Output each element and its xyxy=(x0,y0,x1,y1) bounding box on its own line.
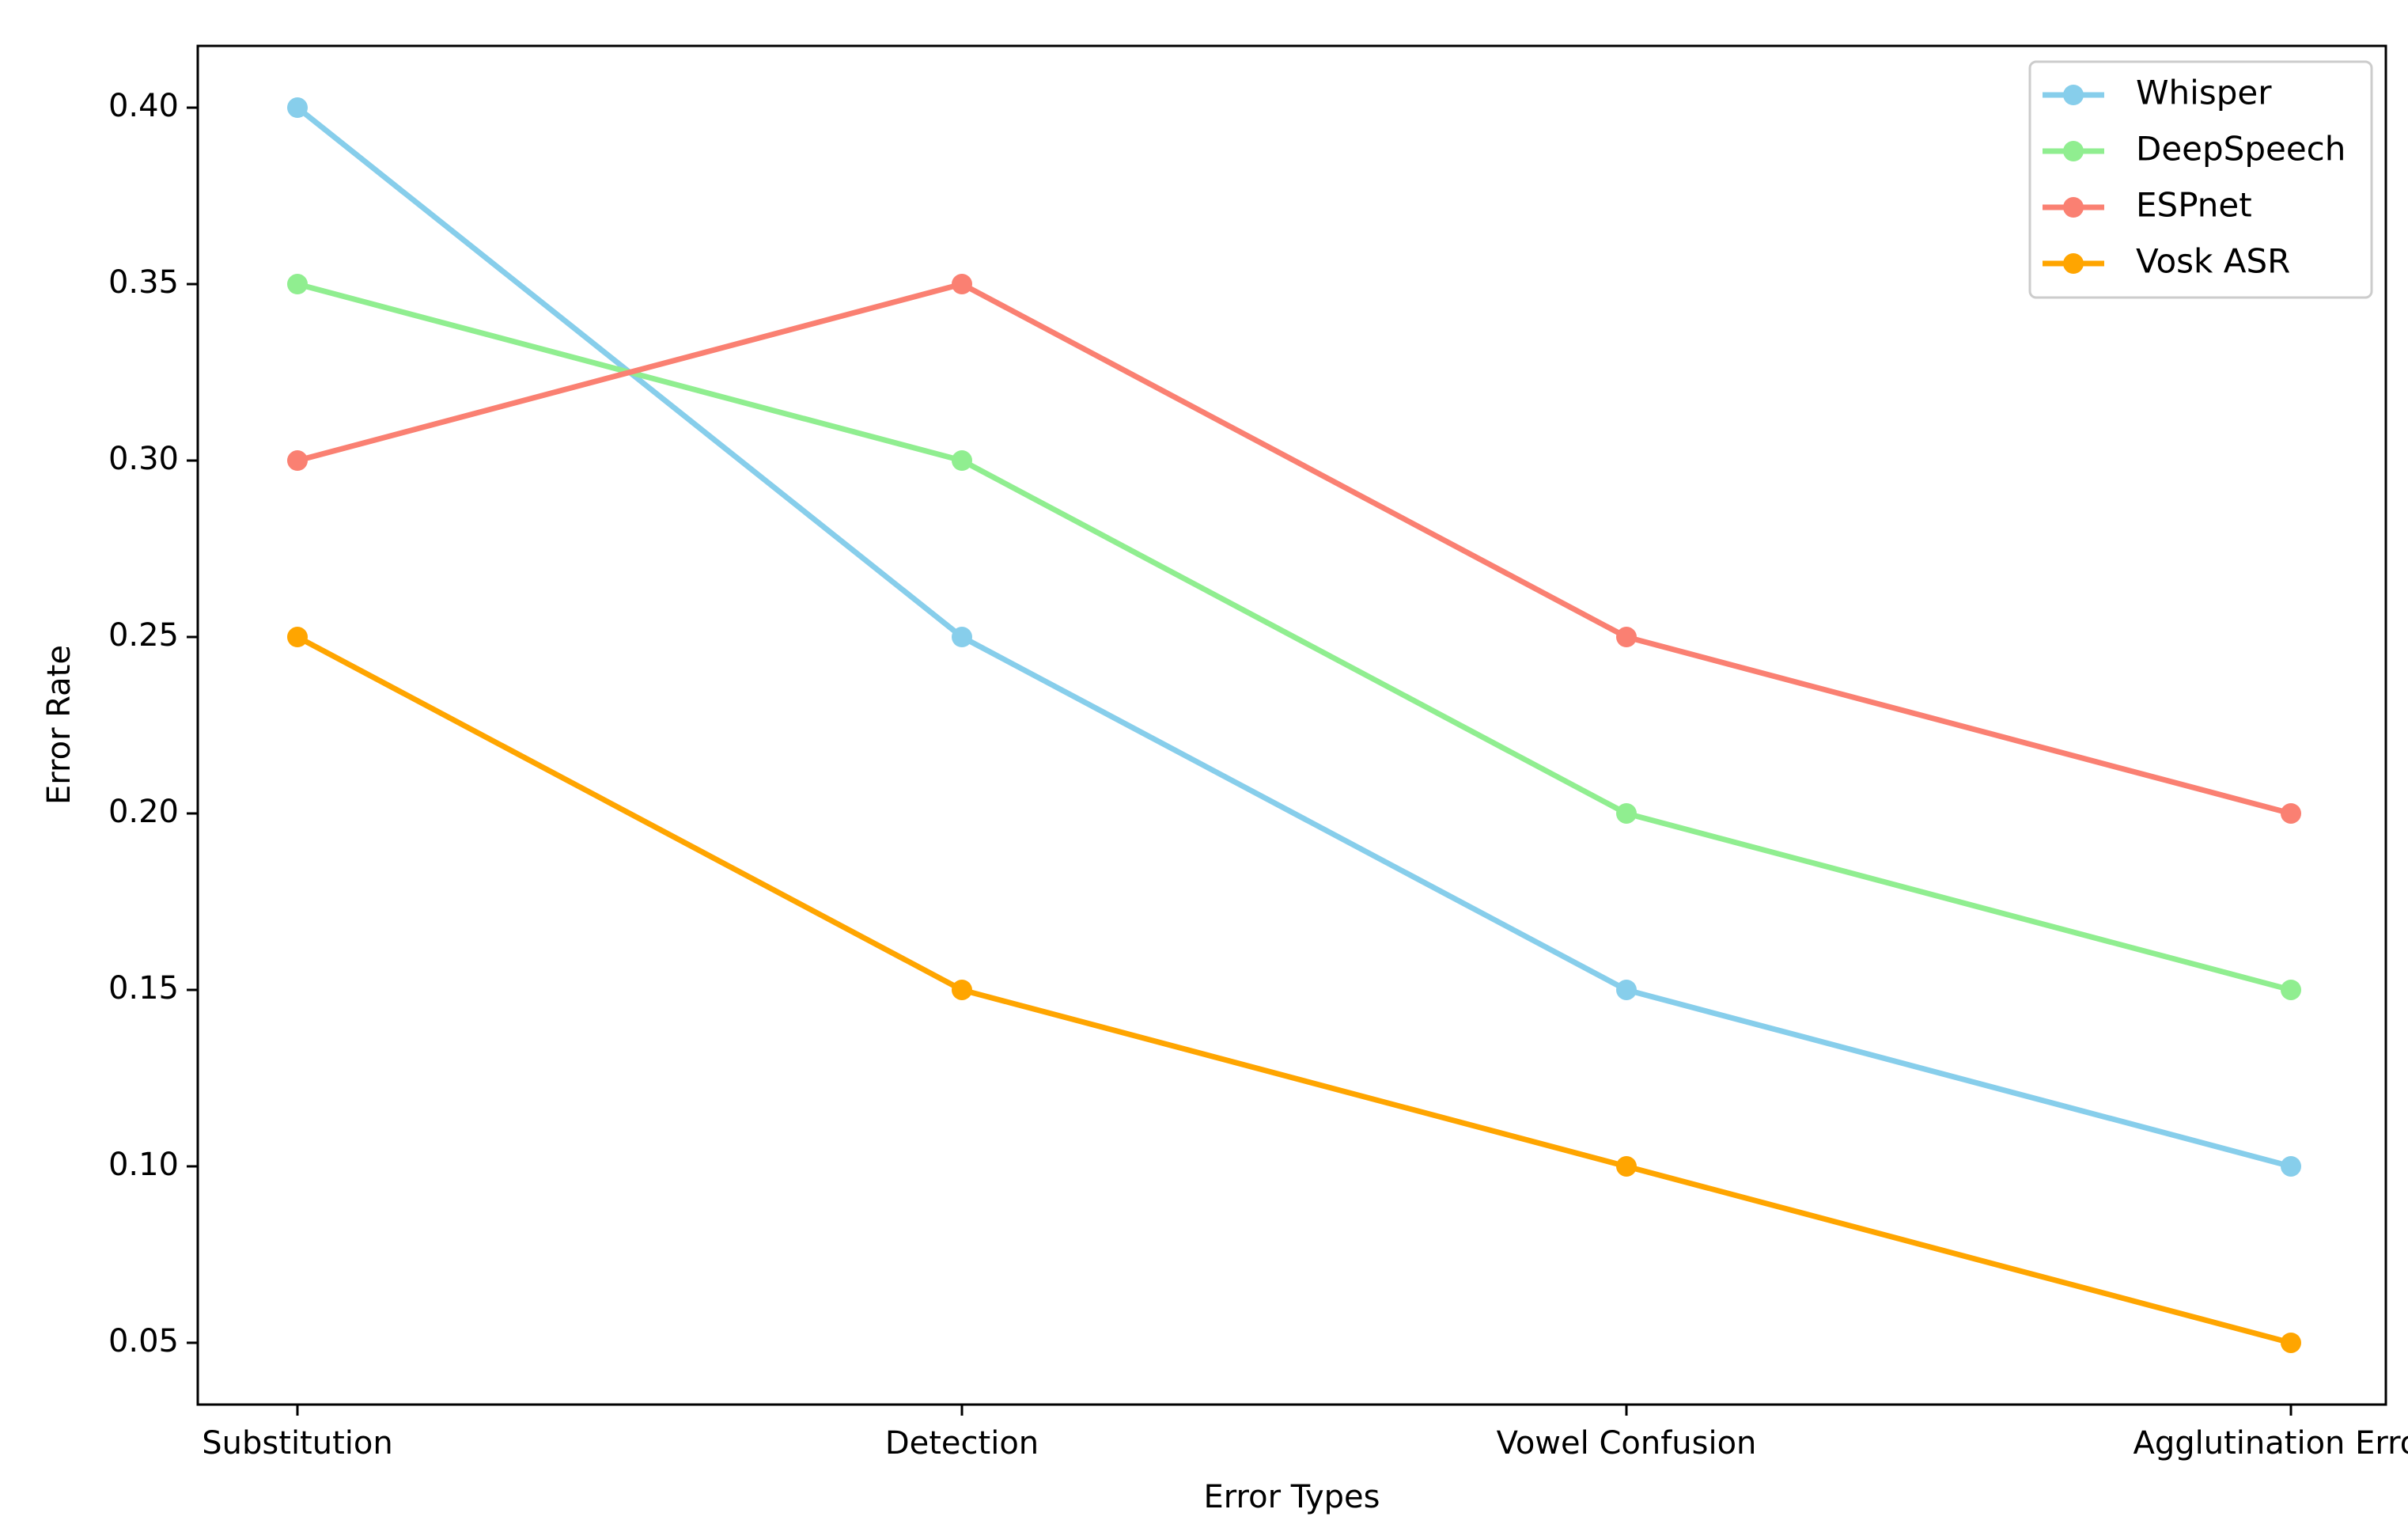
y-tick-label: 0.25 xyxy=(108,617,179,654)
y-tick-label: 0.20 xyxy=(108,794,179,830)
data-point xyxy=(952,627,972,648)
data-point xyxy=(1616,802,1637,824)
legend-item: ESPnet xyxy=(2043,186,2252,225)
y-tick-label: 0.30 xyxy=(108,441,179,477)
data-point xyxy=(287,274,308,295)
data-point xyxy=(1616,627,1637,648)
data-point xyxy=(952,979,972,1000)
data-point xyxy=(1616,1155,1637,1177)
y-axis: 0.05 0.10 0.15 0.20 0.25 0.30 0.35 0.40 xyxy=(108,88,198,1359)
legend-item: Whisper xyxy=(2043,74,2272,112)
data-point xyxy=(1616,979,1637,1000)
series-vosk-asr xyxy=(287,627,2301,1353)
series-line xyxy=(296,634,2292,1346)
data-point xyxy=(2281,979,2301,1000)
data-point xyxy=(952,274,972,295)
plot-area xyxy=(198,46,2386,1405)
data-point xyxy=(2281,802,2301,824)
x-tick-label: Agglutination Errors xyxy=(2134,1425,2408,1462)
y-axis-title: Error Rate xyxy=(41,645,78,805)
plot-frame xyxy=(196,44,2387,1406)
legend-marker xyxy=(2063,197,2084,218)
data-point xyxy=(2281,1155,2301,1177)
legend-label: Whisper xyxy=(2136,74,2272,112)
series-layer xyxy=(287,97,2301,1353)
y-tick-label: 0.15 xyxy=(108,970,179,1007)
y-tick-label: 0.40 xyxy=(108,88,179,124)
legend-frame xyxy=(2028,60,2373,299)
series-espnet xyxy=(287,274,2301,824)
legend-item: Vosk ASR xyxy=(2043,242,2290,281)
legend-marker xyxy=(2063,141,2084,161)
x-axis: Substitution Detection Vowel Confusion Aggl… xyxy=(202,1405,2408,1462)
x-tick-label: Vowel Confusion xyxy=(1497,1425,1757,1462)
legend-label: ESPnet xyxy=(2136,186,2252,225)
data-point xyxy=(287,450,308,472)
y-tick-label: 0.35 xyxy=(108,264,179,301)
data-point xyxy=(952,450,972,472)
legend-label: DeepSpeech xyxy=(2136,130,2346,169)
x-tick-label: Detection xyxy=(885,1425,1039,1462)
data-point xyxy=(287,97,308,119)
series-line xyxy=(297,281,2292,817)
legend-label: Vosk ASR xyxy=(2136,242,2290,281)
legend-marker xyxy=(2063,253,2084,274)
legend-marker xyxy=(2063,85,2084,105)
x-axis-title: Error Types xyxy=(1204,1479,1380,1515)
data-point xyxy=(2281,1332,2301,1353)
legend: Whisper DeepSpeech ESPnet Vosk ASR xyxy=(2028,60,2373,299)
legend-item: DeepSpeech xyxy=(2043,130,2346,169)
y-tick-label: 0.05 xyxy=(108,1323,179,1359)
y-tick-label: 0.10 xyxy=(108,1147,179,1183)
x-tick-label: Substitution xyxy=(202,1425,392,1462)
data-point xyxy=(287,627,308,648)
